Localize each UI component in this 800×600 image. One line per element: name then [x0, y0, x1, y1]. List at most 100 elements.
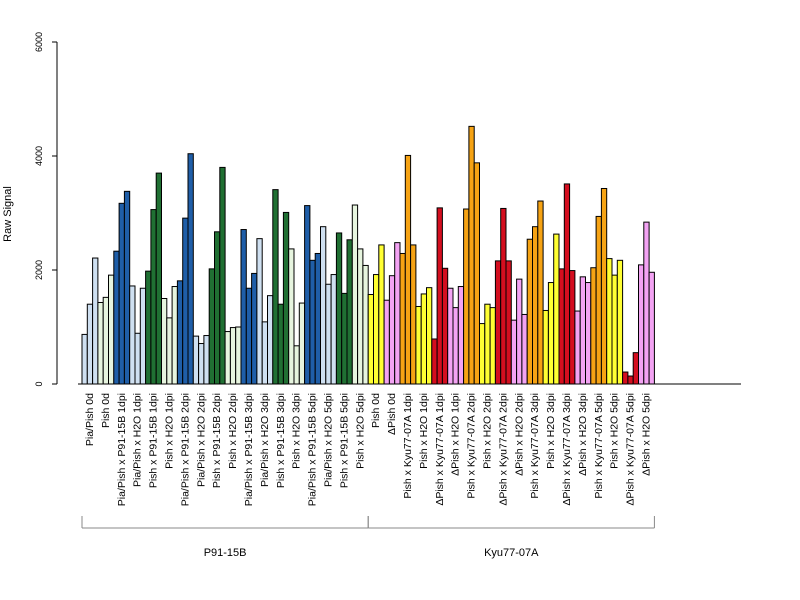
x-tick-label: Pish x Kyu77-07A 1dpi: [402, 393, 414, 499]
bar: [473, 162, 481, 385]
bar: [325, 283, 332, 385]
bar: [638, 264, 645, 385]
x-tick-label: ΔPish x Kyu77-07A 2dpi: [497, 393, 509, 506]
x-tick-label: Pish x P91-15B 1dpi: [148, 393, 160, 488]
bar: [330, 274, 337, 385]
bar: [335, 232, 343, 385]
x-tick-label: ΔPish x H2O 5dpi: [640, 393, 652, 476]
bar: [426, 287, 433, 385]
x-tick-label: Pish x Kyu77-07A 3dpi: [529, 393, 541, 499]
bar: [203, 335, 210, 385]
y-axis-title: Raw Signal: [2, 186, 14, 242]
bar: [198, 343, 205, 385]
bar: [251, 272, 258, 385]
y-tick-label: 0: [34, 381, 44, 386]
bar: [627, 375, 634, 385]
bar: [166, 317, 173, 385]
bar: [542, 309, 549, 385]
bar: [97, 301, 104, 385]
bar: [288, 248, 295, 385]
bar: [494, 260, 502, 385]
x-tick-label: Pia/Pish x H2O 3dpi: [259, 393, 271, 487]
x-tick-label: Pia/Pish x H2O 5dpi: [322, 393, 334, 487]
group-brackets: P91-15B Kyu77-07A: [81, 516, 655, 559]
bar: [229, 327, 237, 385]
bar: [102, 296, 109, 385]
x-tick-label: Pish x H2O 3dpi: [545, 393, 557, 469]
bar: [293, 345, 300, 385]
bar: [410, 244, 417, 385]
bar: [399, 252, 406, 385]
y-tick-label: 2000: [34, 260, 44, 280]
bar: [134, 332, 141, 385]
bar: [537, 200, 544, 385]
bar: [463, 208, 470, 385]
bar: [484, 303, 491, 385]
x-tick-label: ΔPish x H2O 3dpi: [577, 393, 589, 476]
x-tick-label: Pish x H2O 2dpi: [227, 393, 239, 469]
bar: [590, 267, 597, 385]
x-tick-label: Pia/Pish x P91-15B 3dpi: [243, 393, 255, 506]
bar: [516, 278, 523, 385]
bar: [214, 231, 221, 385]
bar: [420, 293, 428, 385]
x-tick-label: ΔPish x H2O 1dpi: [450, 393, 462, 476]
bar: [505, 260, 512, 385]
bar: [436, 207, 443, 385]
bar: [558, 268, 565, 385]
bar: [569, 270, 576, 385]
bar: [616, 259, 624, 385]
bar: [341, 292, 348, 385]
bar: [383, 299, 390, 385]
bar: [161, 298, 168, 385]
bar: [579, 276, 587, 385]
bar: [92, 257, 99, 385]
bar: [489, 307, 496, 385]
bar: [532, 226, 539, 385]
x-tick-label: ΔPish x H2O 2dpi: [513, 393, 525, 476]
group-bracket: Kyu77-07A: [367, 516, 655, 559]
bar: [595, 215, 602, 385]
x-tick-label: Pish x H2O 2dpi: [481, 393, 493, 469]
x-tick-label: ΔPish 0d: [386, 393, 398, 435]
x-tick-label: ΔPish x Kyu77-07A 1dpi: [434, 393, 446, 506]
bar: [547, 282, 555, 385]
x-tick-label: Pish x P91-15B 5dpi: [338, 393, 350, 488]
bar: [452, 307, 459, 385]
bar: [139, 287, 147, 385]
bar: [240, 229, 247, 385]
bar: [182, 217, 189, 385]
x-tick-label: Pia/Pish x P91-15B 2dpi: [179, 393, 191, 506]
x-tick-label: Pia/Pish x H2O 1dpi: [132, 393, 144, 487]
bar: [277, 303, 284, 385]
bar: [521, 313, 528, 385]
y-axis: 0 2000 4000 6000: [34, 32, 58, 387]
bar: [113, 250, 120, 385]
bar: [622, 371, 629, 385]
x-tick-label: Pish 0d: [370, 393, 382, 428]
bar: [479, 323, 486, 385]
bar: [468, 125, 475, 385]
bar: [346, 239, 353, 385]
bar: [648, 271, 655, 385]
y-tick-label: 4000: [34, 146, 44, 166]
bar: [320, 226, 327, 385]
bar: [81, 333, 88, 385]
bar: [394, 242, 401, 385]
group-bracket: P91-15B: [81, 516, 369, 559]
bar: [611, 274, 618, 385]
bar: [510, 319, 518, 385]
bar: [150, 209, 157, 385]
x-tick-label: Pish 0d: [100, 393, 112, 428]
bar: [86, 303, 94, 385]
bar: [415, 305, 422, 385]
bar: [367, 294, 375, 385]
bar: [145, 270, 152, 385]
bar: [388, 275, 396, 385]
bar: [457, 286, 465, 385]
bar: [309, 259, 316, 385]
x-tick-label: ΔPish x Kyu77-07A 5dpi: [625, 393, 637, 506]
x-tick-label: Pish x H2O 1dpi: [163, 393, 175, 469]
group-label: P91-15B: [204, 547, 247, 559]
bar: [261, 321, 269, 385]
